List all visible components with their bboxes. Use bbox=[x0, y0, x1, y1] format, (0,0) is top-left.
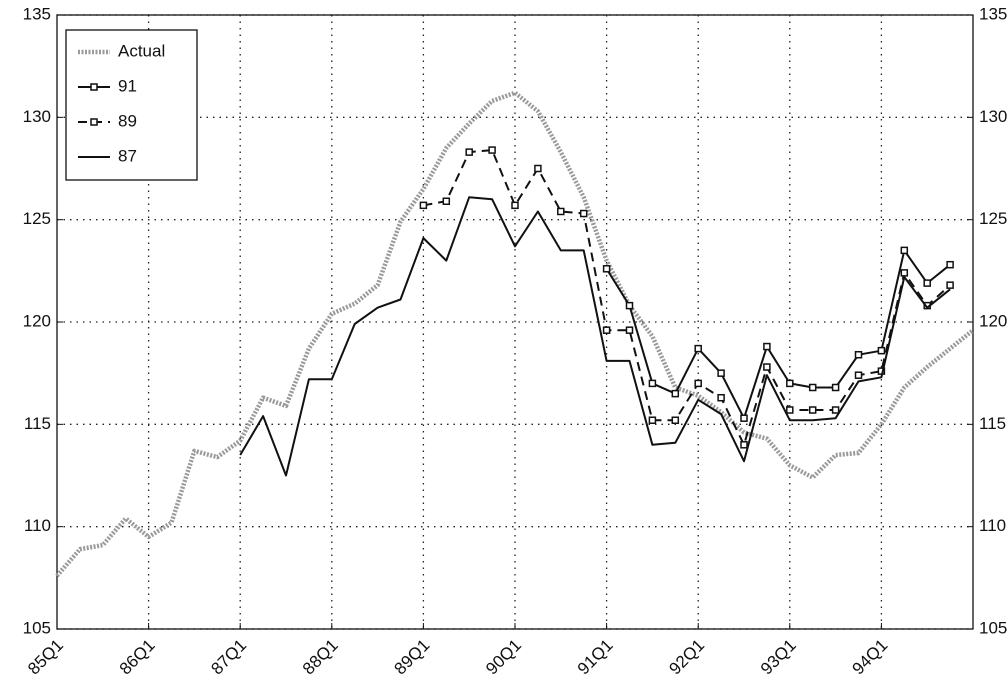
legend-label: 87 bbox=[118, 146, 137, 165]
point-marker bbox=[648, 379, 657, 388]
x-tick-label: 94Q1 bbox=[849, 636, 892, 679]
y-tick-label-right: 135 bbox=[979, 4, 1007, 23]
x-tick-label: 89Q1 bbox=[391, 636, 434, 679]
y-tick-label: 125 bbox=[23, 209, 51, 228]
y-tick-label: 130 bbox=[23, 107, 51, 126]
point-marker bbox=[946, 260, 954, 269]
legend-label: 91 bbox=[118, 76, 137, 95]
point-marker bbox=[442, 197, 451, 205]
x-tick-label: 90Q1 bbox=[482, 636, 525, 679]
y-tick-label-right: 105 bbox=[979, 618, 1007, 637]
series-line bbox=[605, 249, 951, 420]
point-marker bbox=[671, 416, 680, 424]
legend-box bbox=[65, 29, 198, 181]
y-tick-label-right: 115 bbox=[979, 414, 1006, 433]
y-tick-label: 135 bbox=[23, 4, 51, 23]
point-marker bbox=[419, 201, 428, 210]
point-marker bbox=[831, 383, 840, 392]
point-marker bbox=[488, 146, 496, 154]
legend-label: Actual bbox=[118, 41, 165, 60]
point-marker bbox=[808, 406, 817, 414]
y-tick-label: 110 bbox=[24, 516, 51, 535]
y-tick-label-right: 110 bbox=[979, 516, 1006, 535]
point-marker bbox=[579, 209, 588, 218]
series-line bbox=[423, 149, 951, 446]
legend: Actual 91 89 87 bbox=[65, 29, 198, 181]
point-marker bbox=[923, 279, 931, 287]
point-marker bbox=[694, 379, 702, 388]
point-marker bbox=[786, 406, 794, 414]
point-marker bbox=[602, 265, 611, 273]
y-tick-label-right: 130 bbox=[979, 107, 1007, 126]
x-tick-label: 91Q1 bbox=[574, 636, 617, 679]
point-marker bbox=[465, 148, 473, 156]
legend-label: 89 bbox=[118, 111, 137, 130]
point-marker bbox=[740, 441, 748, 449]
point-marker bbox=[854, 371, 863, 379]
point-marker bbox=[625, 301, 634, 310]
x-tick-label: 88Q1 bbox=[299, 636, 342, 679]
point-marker bbox=[602, 326, 611, 334]
point-marker bbox=[557, 207, 565, 216]
legend-marker bbox=[90, 83, 98, 91]
y-tick-label: 115 bbox=[24, 414, 51, 433]
point-marker bbox=[763, 363, 771, 371]
point-marker bbox=[831, 406, 840, 414]
point-marker bbox=[511, 201, 519, 210]
series-line bbox=[239, 196, 951, 477]
point-marker bbox=[900, 246, 909, 255]
point-marker bbox=[740, 414, 748, 422]
y-tick-label: 120 bbox=[23, 311, 51, 330]
x-tick-label: 86Q1 bbox=[116, 636, 159, 679]
plot-frame bbox=[56, 14, 974, 630]
y-tick-label-right: 125 bbox=[979, 209, 1007, 228]
point-marker bbox=[717, 393, 725, 402]
point-marker bbox=[786, 379, 794, 388]
x-tick-label: 93Q1 bbox=[757, 636, 800, 679]
x-tick-label: 92Q1 bbox=[665, 636, 708, 679]
x-tick-label: 85Q1 bbox=[24, 636, 67, 679]
point-marker bbox=[763, 342, 771, 351]
point-marker bbox=[854, 350, 863, 359]
point-marker bbox=[717, 369, 725, 377]
point-marker bbox=[694, 344, 702, 353]
point-marker bbox=[625, 326, 634, 334]
point-marker bbox=[671, 389, 680, 398]
legend-marker bbox=[90, 118, 98, 126]
point-marker bbox=[808, 383, 817, 392]
point-marker bbox=[648, 416, 657, 424]
y-tick-label: 105 bbox=[23, 618, 51, 637]
point-marker bbox=[534, 164, 542, 173]
point-marker bbox=[946, 281, 954, 289]
point-marker bbox=[877, 346, 886, 355]
point-marker bbox=[900, 269, 909, 277]
x-tick-label: 87Q1 bbox=[207, 636, 250, 679]
y-tick-label-right: 120 bbox=[979, 311, 1007, 330]
